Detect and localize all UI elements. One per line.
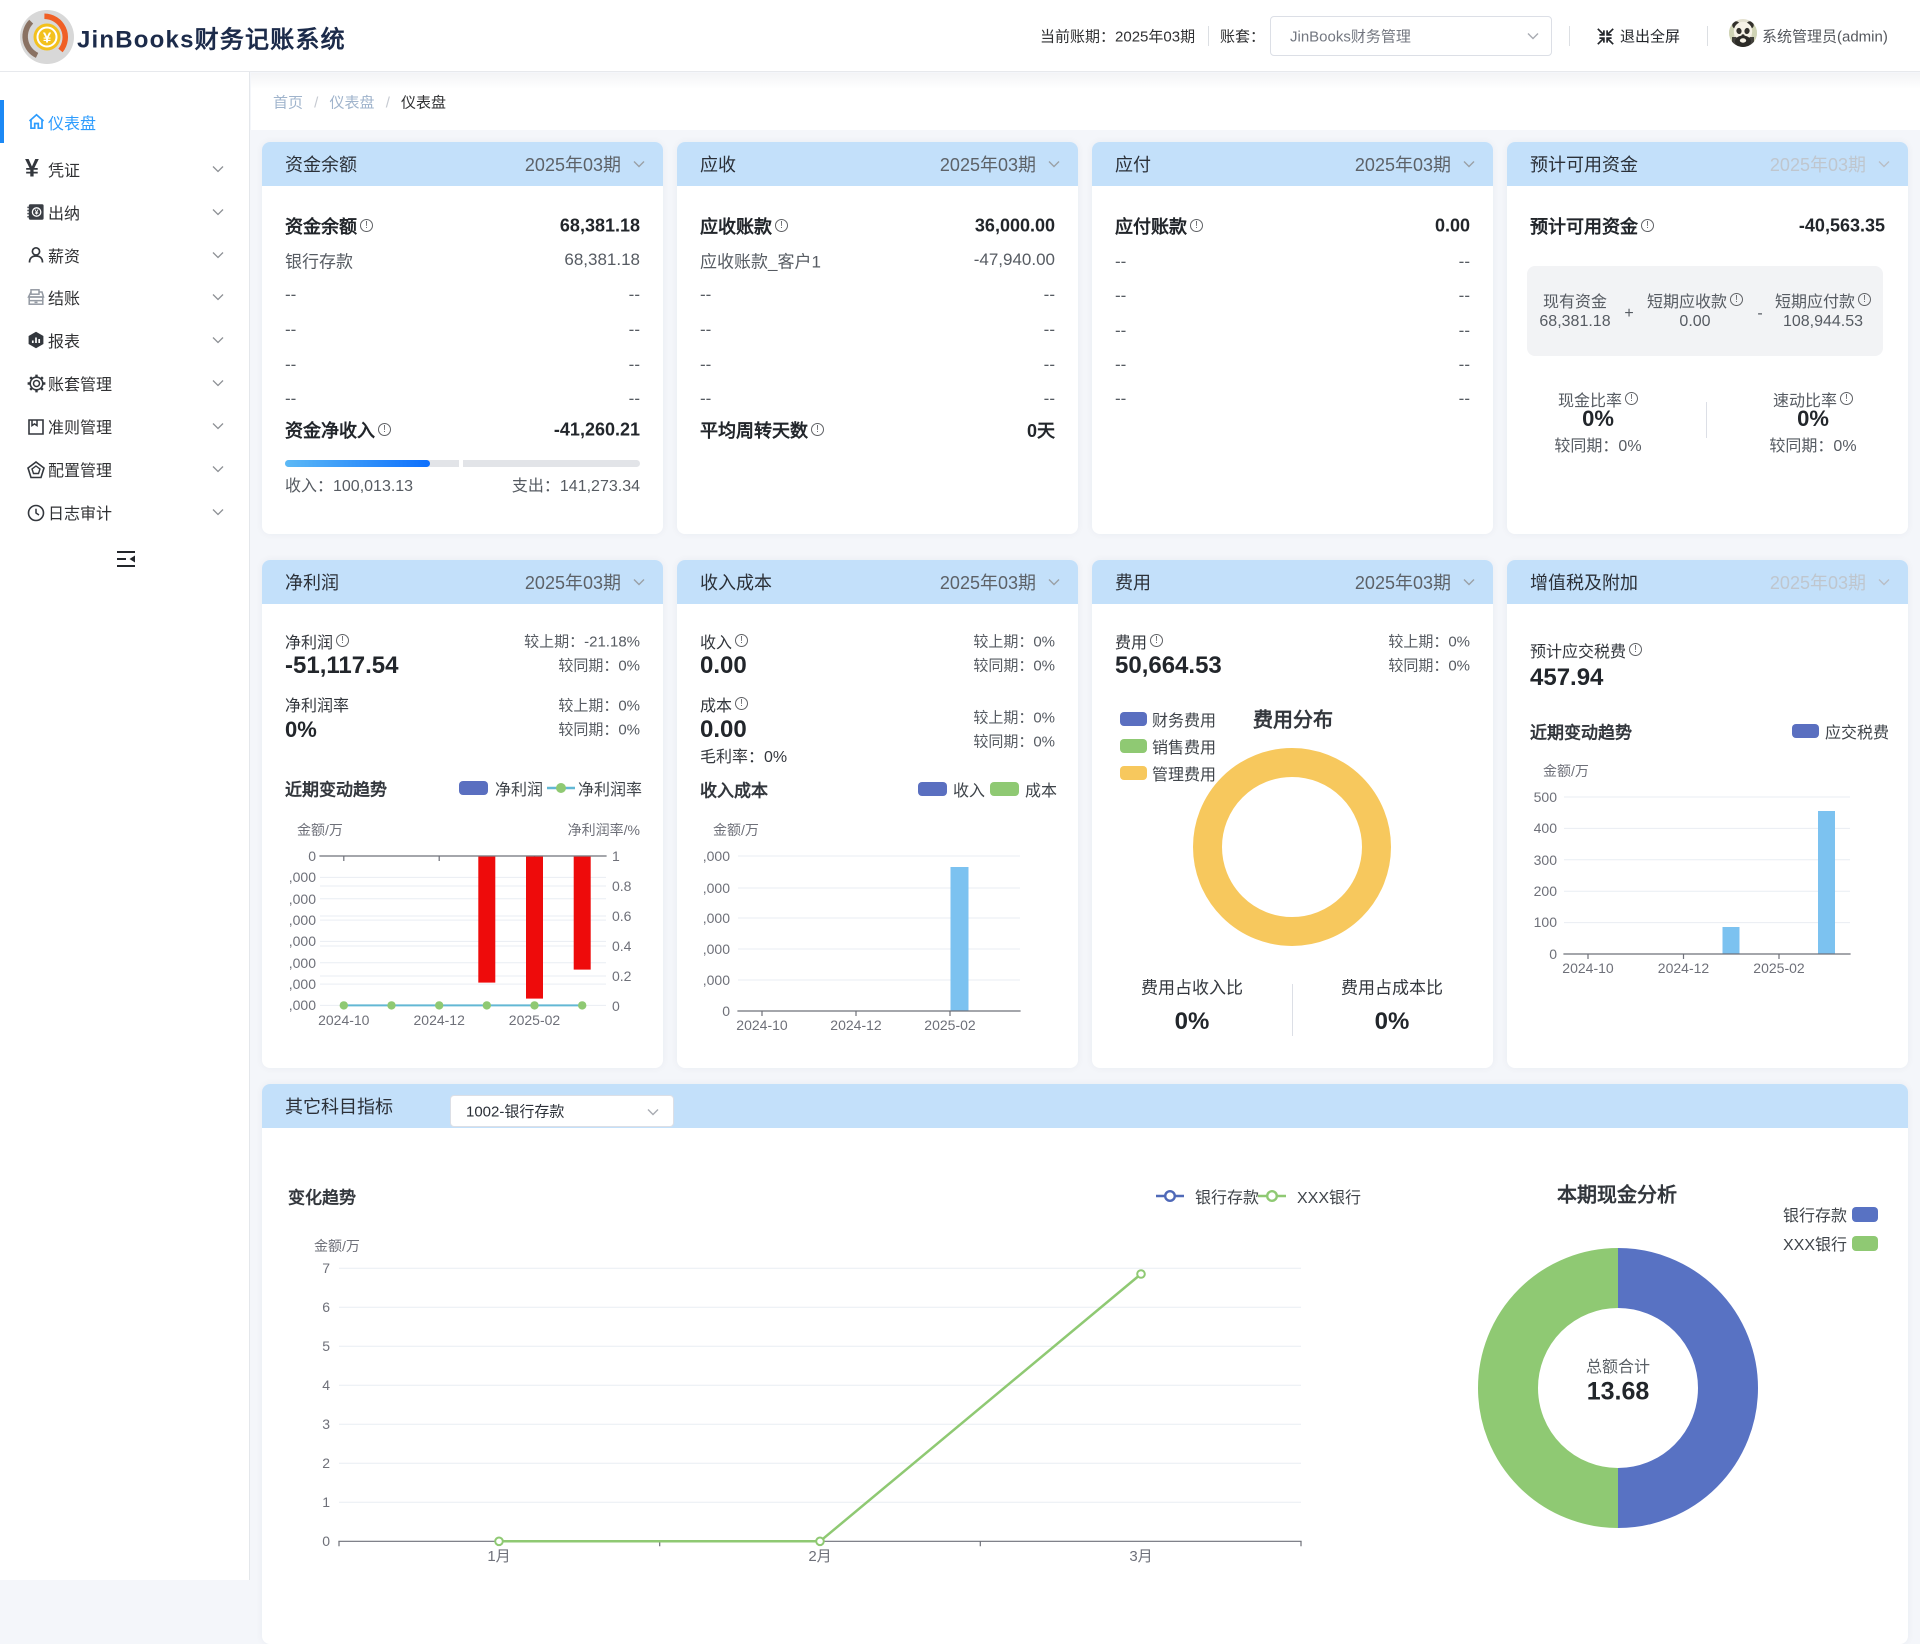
svg-text:¥: ¥ [35, 210, 39, 217]
svg-text:,000: ,000 [289, 891, 316, 907]
svg-text:2024-10: 2024-10 [318, 1012, 370, 1028]
svg-text:,000: ,000 [289, 869, 316, 885]
svg-text:1月: 1月 [487, 1548, 510, 1565]
svg-text:5: 5 [322, 1338, 330, 1354]
svg-text:6: 6 [322, 1299, 330, 1315]
svg-text:,000: ,000 [703, 880, 730, 896]
svg-text:400: 400 [1534, 820, 1558, 836]
svg-text:,000: ,000 [289, 955, 316, 971]
svg-text:,000: ,000 [703, 972, 730, 988]
svg-text:,000: ,000 [289, 933, 316, 949]
svg-text:1: 1 [612, 848, 620, 864]
svg-text:4: 4 [322, 1377, 330, 1393]
svg-text:2025-02: 2025-02 [924, 1017, 976, 1033]
svg-text:,000: ,000 [703, 910, 730, 926]
svg-text:3: 3 [322, 1416, 330, 1432]
svg-text:300: 300 [1534, 852, 1558, 868]
svg-text:2: 2 [322, 1455, 330, 1471]
svg-text:0.8: 0.8 [612, 878, 632, 894]
svg-text:0: 0 [308, 848, 316, 864]
svg-text:金额/万: 金额/万 [1543, 763, 1589, 779]
svg-text:2月: 2月 [808, 1548, 831, 1565]
svg-text:0.4: 0.4 [612, 938, 632, 954]
svg-text:,000: ,000 [289, 976, 316, 992]
svg-text:200: 200 [1534, 883, 1558, 899]
svg-text:,000: ,000 [703, 941, 730, 957]
svg-text:7: 7 [322, 1260, 330, 1276]
svg-text:0.2: 0.2 [612, 968, 632, 984]
svg-text:2024-10: 2024-10 [736, 1017, 788, 1033]
svg-text:,000: ,000 [289, 912, 316, 928]
svg-text:,000: ,000 [289, 997, 316, 1013]
svg-text:2024-12: 2024-12 [1658, 960, 1710, 976]
svg-text:,000: ,000 [703, 848, 730, 864]
svg-text:0: 0 [1549, 946, 1557, 962]
svg-text:2024-12: 2024-12 [414, 1012, 466, 1028]
svg-text:金额/万: 金额/万 [713, 822, 759, 838]
svg-text:0: 0 [612, 998, 620, 1014]
svg-text:3月: 3月 [1129, 1548, 1152, 1565]
svg-text:0: 0 [722, 1003, 730, 1019]
svg-text:2025-02: 2025-02 [509, 1012, 561, 1028]
svg-text:0: 0 [322, 1533, 330, 1549]
svg-text:金额/万: 金额/万 [314, 1238, 360, 1254]
svg-text:0.6: 0.6 [612, 908, 632, 924]
svg-text:1: 1 [322, 1494, 330, 1510]
svg-text:100: 100 [1534, 914, 1558, 930]
svg-text:2024-12: 2024-12 [830, 1017, 882, 1033]
svg-text:2024-10: 2024-10 [1562, 960, 1614, 976]
svg-text:500: 500 [1534, 789, 1558, 805]
svg-text:净利润率/%: 净利润率/% [568, 822, 640, 838]
svg-text:金额/万: 金额/万 [297, 822, 343, 838]
svg-text:2025-02: 2025-02 [1753, 960, 1805, 976]
svg-text:¥: ¥ [43, 30, 52, 47]
